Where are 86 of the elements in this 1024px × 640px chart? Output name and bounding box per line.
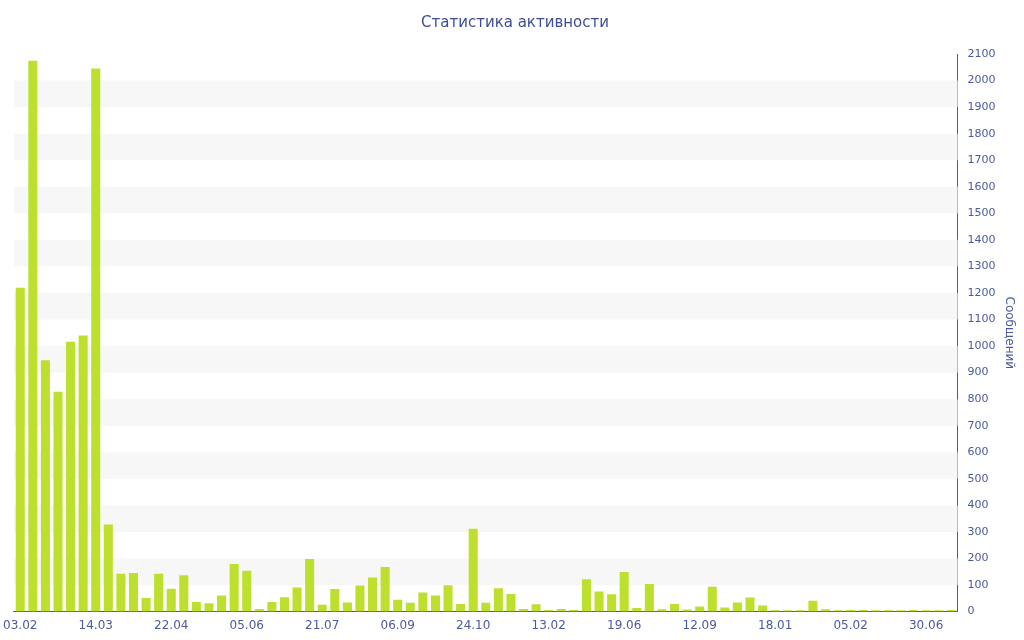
bar — [166, 588, 176, 612]
y2-tick-label: 0 — [967, 604, 975, 618]
x-tick-label: 14.03 — [78, 617, 113, 632]
y2-tick-label: 1600 — [967, 179, 996, 193]
bar — [28, 60, 38, 612]
bar — [305, 559, 315, 612]
bar — [581, 579, 591, 612]
x-tick-label: 21.07 — [305, 617, 340, 632]
bar — [481, 602, 491, 612]
x-tick-label: 13.02 — [531, 617, 566, 632]
y2-tick-label: 2100 — [967, 46, 996, 60]
y2-tick-label: 2000 — [967, 73, 996, 87]
y2-tick-label: 800 — [967, 392, 989, 406]
y2-tick-label: 1200 — [967, 285, 996, 299]
bar — [292, 587, 302, 612]
bar — [229, 564, 239, 612]
bar — [393, 599, 403, 612]
bar — [468, 528, 478, 612]
y2-tick-label: 1700 — [967, 153, 996, 167]
y2-tick-label: 1400 — [967, 232, 996, 246]
bar — [78, 335, 88, 612]
y2-tick-label: 400 — [967, 498, 989, 512]
y2-tick-label: 200 — [967, 551, 989, 565]
bar — [40, 360, 50, 612]
y2-tick-label: 600 — [967, 445, 989, 459]
bar — [279, 597, 289, 612]
bar — [456, 603, 466, 612]
x-tick-label: 06.09 — [380, 617, 415, 632]
bar — [380, 566, 390, 612]
bar — [745, 597, 755, 612]
bar — [594, 591, 604, 612]
y2-axis-title: Сообщений — [1002, 296, 1017, 370]
bar — [506, 594, 516, 612]
bar — [355, 585, 365, 612]
y2-tick-label: 1300 — [967, 259, 996, 273]
y2-tick-label: 500 — [967, 471, 989, 485]
bar — [669, 603, 680, 612]
bar — [330, 589, 340, 612]
bar — [217, 595, 227, 612]
bar — [493, 588, 503, 612]
bar — [418, 592, 428, 612]
bar — [154, 573, 164, 612]
bar — [405, 602, 415, 612]
bar — [619, 572, 629, 612]
x-tick-label: 05.02 — [833, 617, 868, 632]
y2-tick-label: 1100 — [967, 312, 996, 326]
x-tick-label: 22.04 — [154, 617, 189, 632]
bar — [531, 604, 541, 612]
bar — [443, 585, 453, 612]
bar — [91, 68, 101, 612]
y2-tick-label: 300 — [967, 524, 989, 538]
y2-tick-label: 1800 — [967, 126, 996, 140]
bar — [644, 583, 654, 612]
chart-title: Статистика активности — [421, 12, 609, 31]
bar — [242, 570, 252, 612]
bar — [368, 577, 378, 612]
bar — [607, 594, 617, 612]
bar — [707, 586, 717, 612]
x-tick-label: 12.09 — [682, 617, 717, 632]
bar — [128, 573, 139, 612]
bar — [53, 391, 63, 612]
bar — [430, 595, 440, 612]
bar — [116, 573, 126, 612]
x-tick-label: 18.01 — [757, 617, 793, 632]
bar — [204, 603, 214, 612]
bar — [179, 575, 189, 612]
y2-tick-label: 700 — [967, 418, 989, 432]
x-tick-label: 19.06 — [607, 617, 642, 632]
bar — [103, 524, 113, 612]
bar — [808, 600, 818, 612]
x-tick-label: 03.02 — [3, 617, 38, 632]
y2-tick-label: 900 — [967, 365, 989, 379]
x-tick-label: 24.10 — [456, 617, 491, 632]
bar — [191, 602, 201, 612]
bar — [267, 602, 277, 612]
bar — [682, 609, 692, 612]
x-tick-label: 05.06 — [229, 617, 264, 632]
bar — [758, 605, 768, 612]
y2-tick-label: 1500 — [967, 206, 996, 220]
bar — [15, 287, 25, 612]
y2-tick-label: 100 — [967, 577, 989, 591]
x-tick-label: 30.06 — [908, 617, 944, 632]
y2-tick-label: 1900 — [967, 99, 996, 113]
bar — [141, 598, 151, 612]
bar — [66, 341, 76, 612]
y2-tick-label: 1000 — [967, 338, 996, 352]
